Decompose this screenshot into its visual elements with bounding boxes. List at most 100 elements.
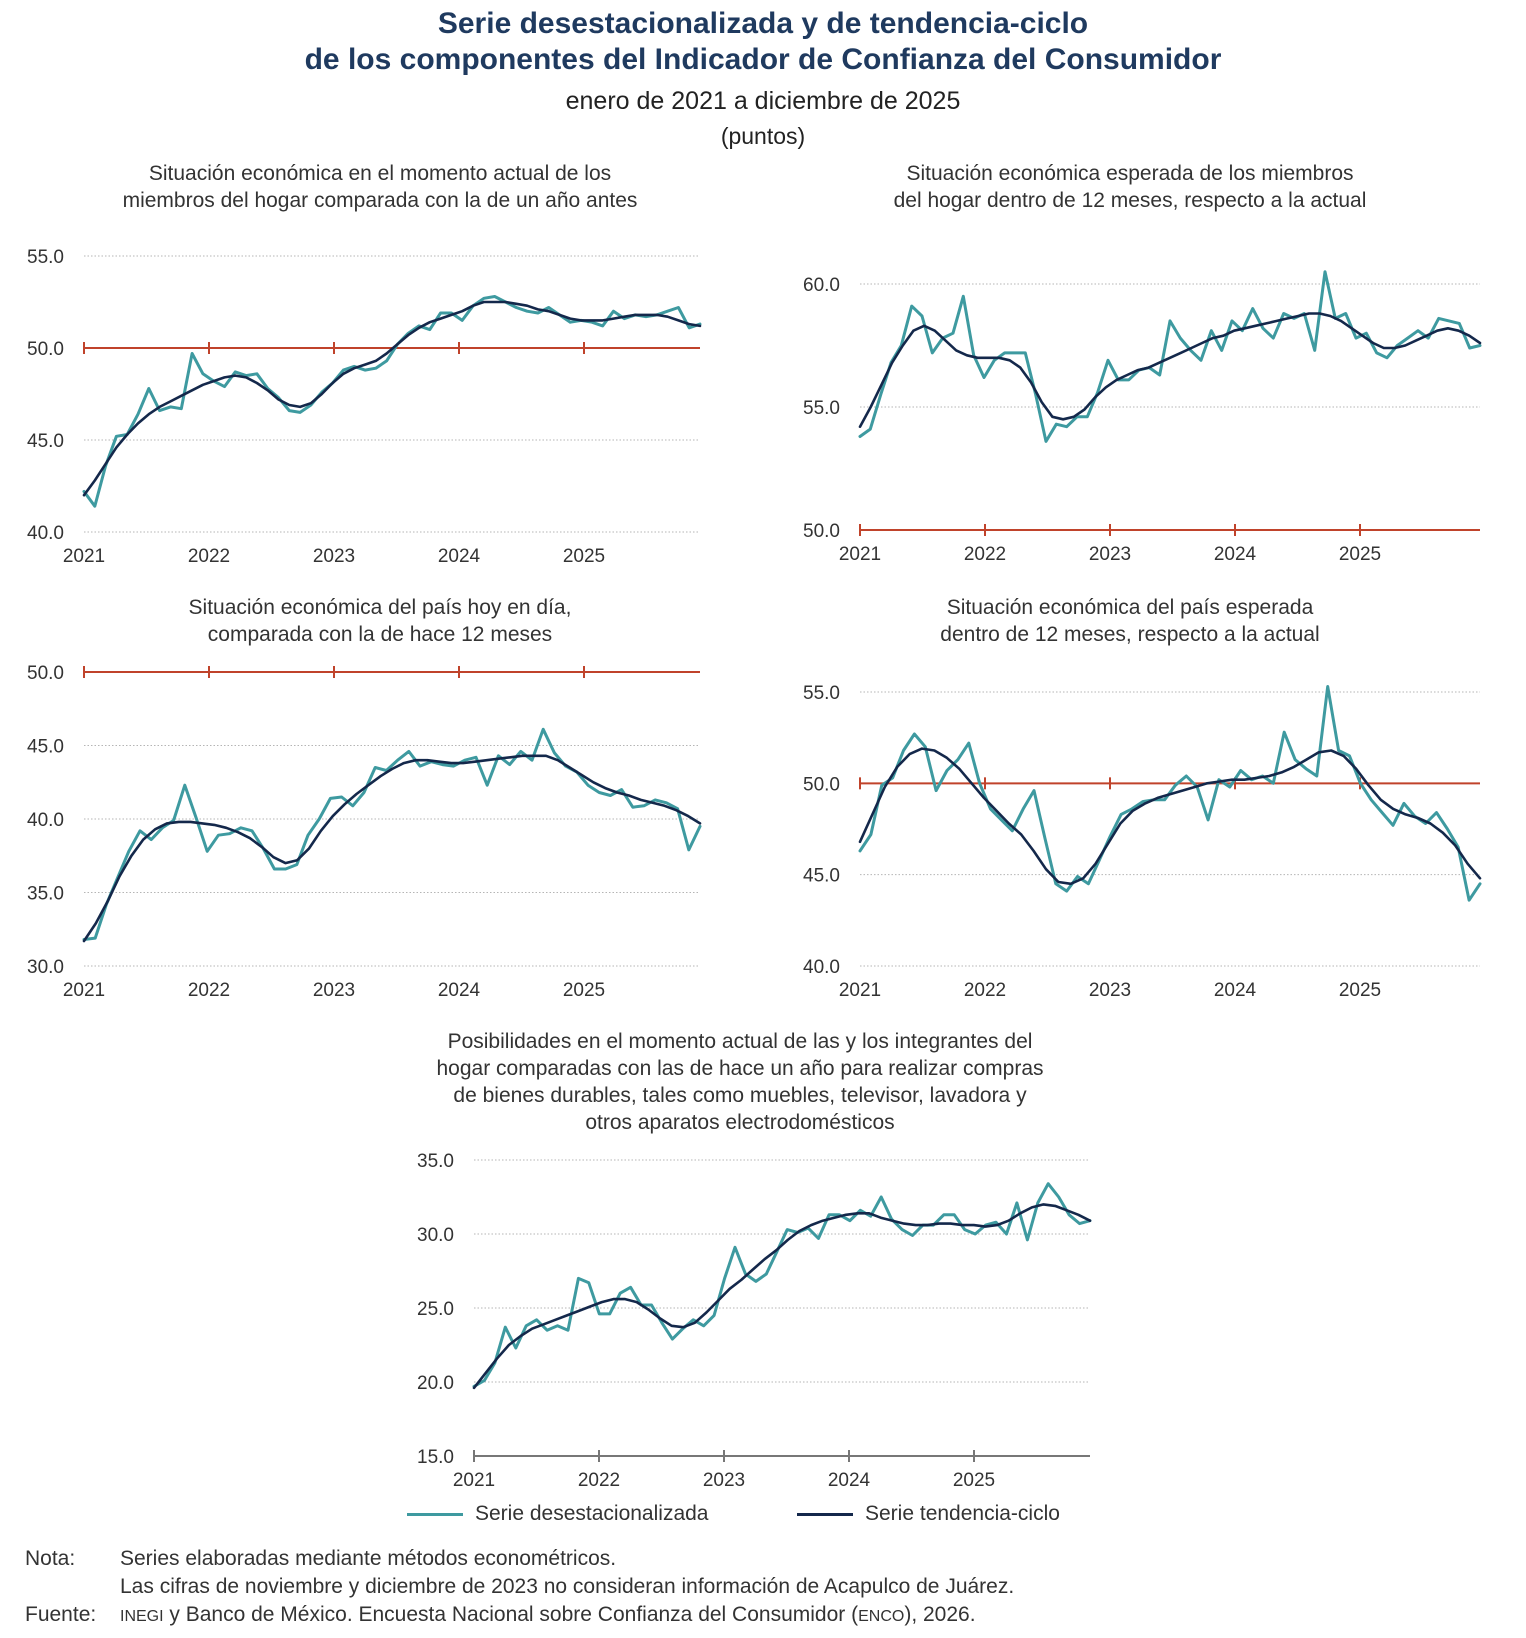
x-tick-label: 2024 [438,546,481,567]
main-title-line1: Serie desestacionalizada y de tendencia-… [437,7,1089,40]
x-tick-label: 2025 [1339,544,1381,565]
chart-1-title-line: miembros del hogar comparada con la de u… [122,189,638,212]
chart-4-title: Situación económica del país esperada de… [830,594,1430,648]
x-tick-label: 2021 [453,1470,495,1491]
x-tick-label: 2022 [578,1470,620,1491]
chart-2-title: Situación económica esperada de los miem… [830,160,1430,214]
y-tick-label: 55.0 [27,247,64,268]
y-tick-label: 40.0 [27,523,64,544]
chart-3-title-line: Situación económica del país hoy en día, [188,596,572,619]
series-seasonal-line [82,295,702,508]
note-text-2: Las cifras de noviembre y diciembre de 2… [120,1575,1015,1598]
y-tick-label: 45.0 [803,866,840,887]
y-tick-label: 55.0 [803,398,840,419]
note-row-1: Nota: Series elaboradas mediante métodos… [25,1545,1014,1573]
legend-item-trend: Serie tendencia-ciclo [797,1502,1060,1526]
y-tick-label: 15.0 [417,1447,454,1468]
chart-3-title-line: comparada con la de hace 12 meses [207,623,553,646]
chart-3-title: Situación económica del país hoy en día,… [60,594,700,648]
x-tick-label: 2022 [964,544,1006,565]
series-trend-line [858,312,1482,429]
x-tick-label: 2024 [828,1470,871,1491]
chart-2-title-line: Situación económica esperada de los miem… [906,162,1354,185]
legend-label-trend: Serie tendencia-ciclo [865,1502,1060,1525]
series-trend-line [472,1203,1092,1390]
x-tick-label: 2022 [188,546,230,567]
chart-1-title-line: Situación económica en el momento actual… [148,162,612,185]
series-seasonal-line [858,685,1482,902]
y-tick-label: 20.0 [417,1373,454,1394]
legend-swatch-trend [797,1512,853,1516]
x-tick-label: 2021 [63,980,105,1001]
chart-5: 15.0 20.0 25.0 30.0 35.0 2021 2022 2023 2024 2025 [417,1151,1092,1491]
series-trend-line [858,747,1482,886]
x-tick-label: 2022 [188,980,230,1001]
x-tick-label: 2025 [563,546,605,567]
chart-4-title-line: dentro de 12 meses, respecto a la actual [940,623,1320,646]
chart-4-title-line: Situación económica del país esperada [946,596,1314,619]
series-trend-line [82,300,702,497]
series-seasonal-line [472,1182,1092,1388]
y-tick-label: 60.0 [803,275,840,296]
y-tick-label: 50.0 [803,521,840,542]
chart-5-title-line: de bienes durables, tales como muebles, … [453,1084,1027,1107]
chart-5-title-line: hogar comparadas con las de hace un año … [436,1057,1044,1080]
y-tick-label: 50.0 [27,663,64,684]
y-tick-label: 50.0 [803,774,840,795]
units-label: (puntos) [720,123,806,149]
series-seasonal-line [858,270,1482,443]
x-tick-label: 2023 [1089,980,1131,1001]
source-text: INEGI y Banco de México. Encuesta Nacion… [120,1601,976,1631]
y-tick-label: 30.0 [27,957,64,978]
source-inegi: INEGI [120,1608,164,1625]
notes-block: Nota: Series elaboradas mediante métodos… [25,1545,1014,1631]
legend-swatch-seasonal [407,1512,463,1516]
y-tick-label: 45.0 [27,737,64,758]
y-tick-label: 50.0 [27,339,64,360]
chart-3: 30.0 35.0 40.0 45.0 50.0 2021 2022 2023 2024 2025 [27,663,702,1001]
main-title-line2: de los componentes del Indicador de Conf… [304,43,1222,76]
note-row-2: Las cifras de noviembre y diciembre de 2… [25,1573,1014,1601]
note-label: Nota: [25,1547,76,1570]
x-tick-label: 2025 [953,1470,995,1491]
chart-5-title: Posibilidades en el momento actual de la… [360,1028,1120,1136]
x-tick-label: 2022 [964,980,1006,1001]
x-tick-label: 2024 [1214,980,1257,1001]
y-tick-label: 55.0 [803,683,840,704]
source-row: Fuente: INEGI y Banco de México. Encuest… [25,1601,1014,1631]
note-text-1: Series elaboradas mediante métodos econo… [120,1547,617,1570]
chart-1: 40.0 45.0 50.0 55.0 2021 2022 2023 2024 2025 [27,247,702,567]
x-tick-label: 2021 [839,980,881,1001]
x-tick-label: 2021 [839,544,881,565]
source-enco: ENCO [858,1608,905,1625]
chart-5-title-line: otros aparatos electrodomésticos [585,1111,895,1134]
chart-5-title-line: Posibilidades en el momento actual de la… [447,1030,1033,1053]
x-tick-label: 2023 [703,1470,745,1491]
y-tick-label: 35.0 [27,884,64,905]
series-seasonal-line [82,727,702,941]
x-tick-label: 2024 [1214,544,1257,565]
x-tick-label: 2025 [563,980,605,1001]
y-tick-label: 25.0 [417,1299,454,1320]
x-tick-label: 2023 [313,980,355,1001]
x-tick-label: 2023 [1089,544,1131,565]
source-end: ), 2026. [904,1603,976,1626]
x-tick-label: 2025 [1339,980,1381,1001]
x-tick-label: 2023 [313,546,355,567]
y-tick-label: 45.0 [27,431,64,452]
chart-2: 50.0 55.0 60.0 2021 2022 2023 2024 2025 [803,270,1482,565]
y-tick-label: 30.0 [417,1225,454,1246]
y-tick-label: 40.0 [803,957,840,978]
chart-4: 40.0 45.0 50.0 55.0 2021 2022 2023 2024 2025 [803,683,1482,1001]
source-label: Fuente: [25,1603,97,1626]
x-tick-label: 2024 [438,980,481,1001]
legend-item-seasonal: Serie desestacionalizada [407,1502,708,1526]
y-tick-label: 40.0 [27,810,64,831]
x-tick-label: 2021 [63,546,105,567]
chart-2-title-line: del hogar dentro de 12 meses, respecto a… [893,189,1367,212]
legend-label-seasonal: Serie desestacionalizada [475,1502,709,1525]
series-trend-line [82,754,702,943]
legend: Serie desestacionalizada Serie tendencia… [0,1502,1526,1532]
period-subtitle: enero de 2021 a diciembre de 2025 [565,87,961,115]
